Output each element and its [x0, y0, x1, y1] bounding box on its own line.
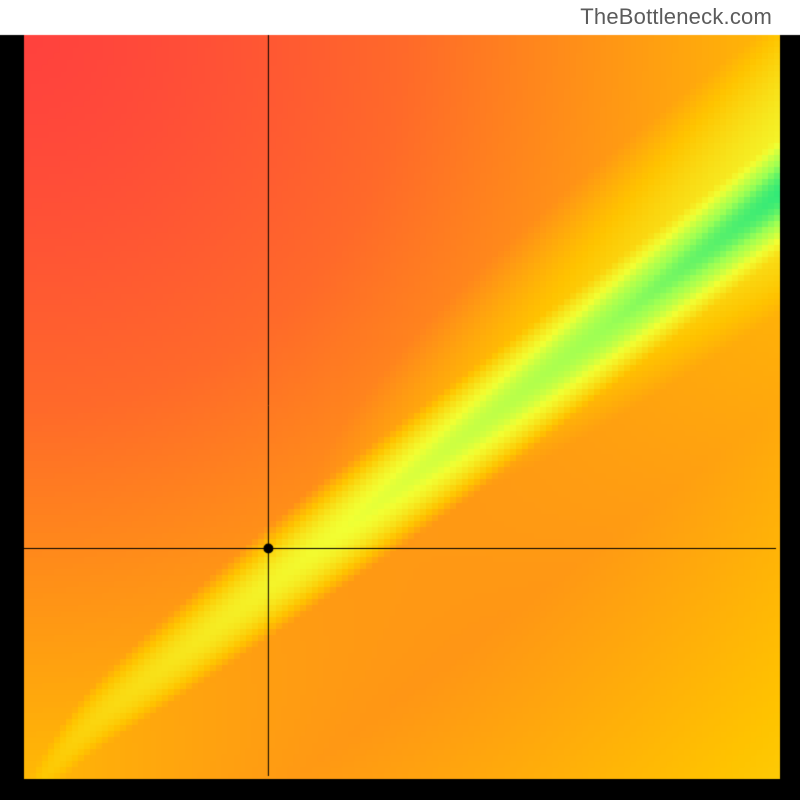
watermark-text: TheBottleneck.com [580, 4, 772, 30]
bottleneck-heatmap [0, 0, 800, 800]
